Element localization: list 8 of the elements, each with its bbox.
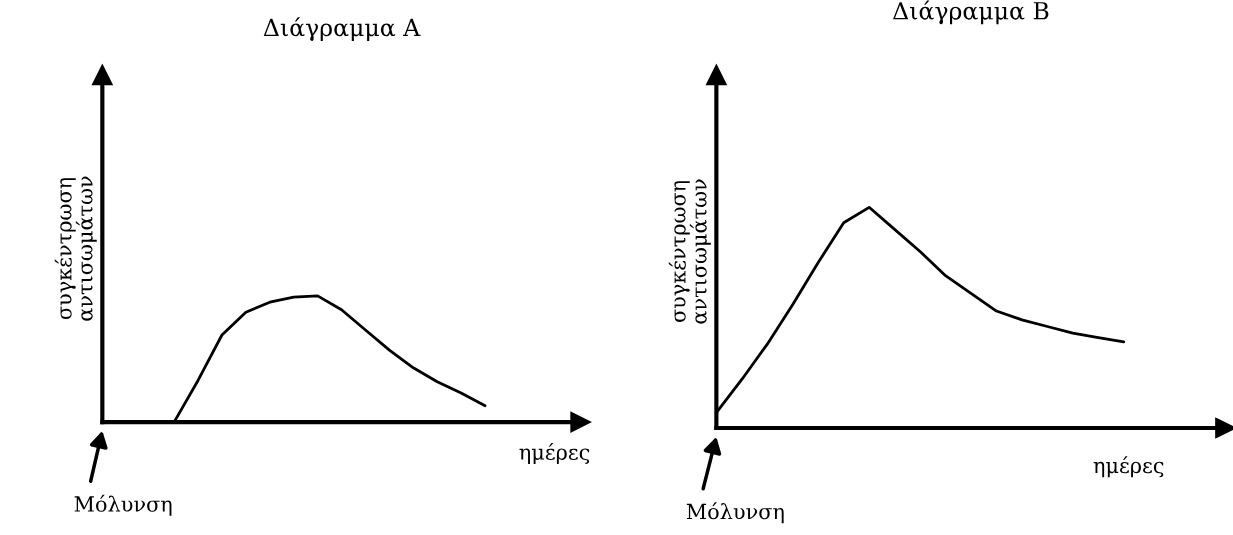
text: Μόλυνση	[686, 502, 784, 524]
x-axis-title: ημέρες	[1093, 456, 1164, 478]
text: Μόλυνση	[74, 494, 172, 516]
y-axis-title: συγκέντρωση αντισωμάτων	[668, 179, 711, 324]
x-axis-title: ημέρες	[519, 442, 590, 464]
y-axis-title: συγκέντρωση αντισωμάτων	[54, 176, 97, 321]
chart-title: Διάγραμμα Β	[893, 0, 1049, 25]
chart-title: Διάγραμμα Α	[263, 17, 421, 41]
